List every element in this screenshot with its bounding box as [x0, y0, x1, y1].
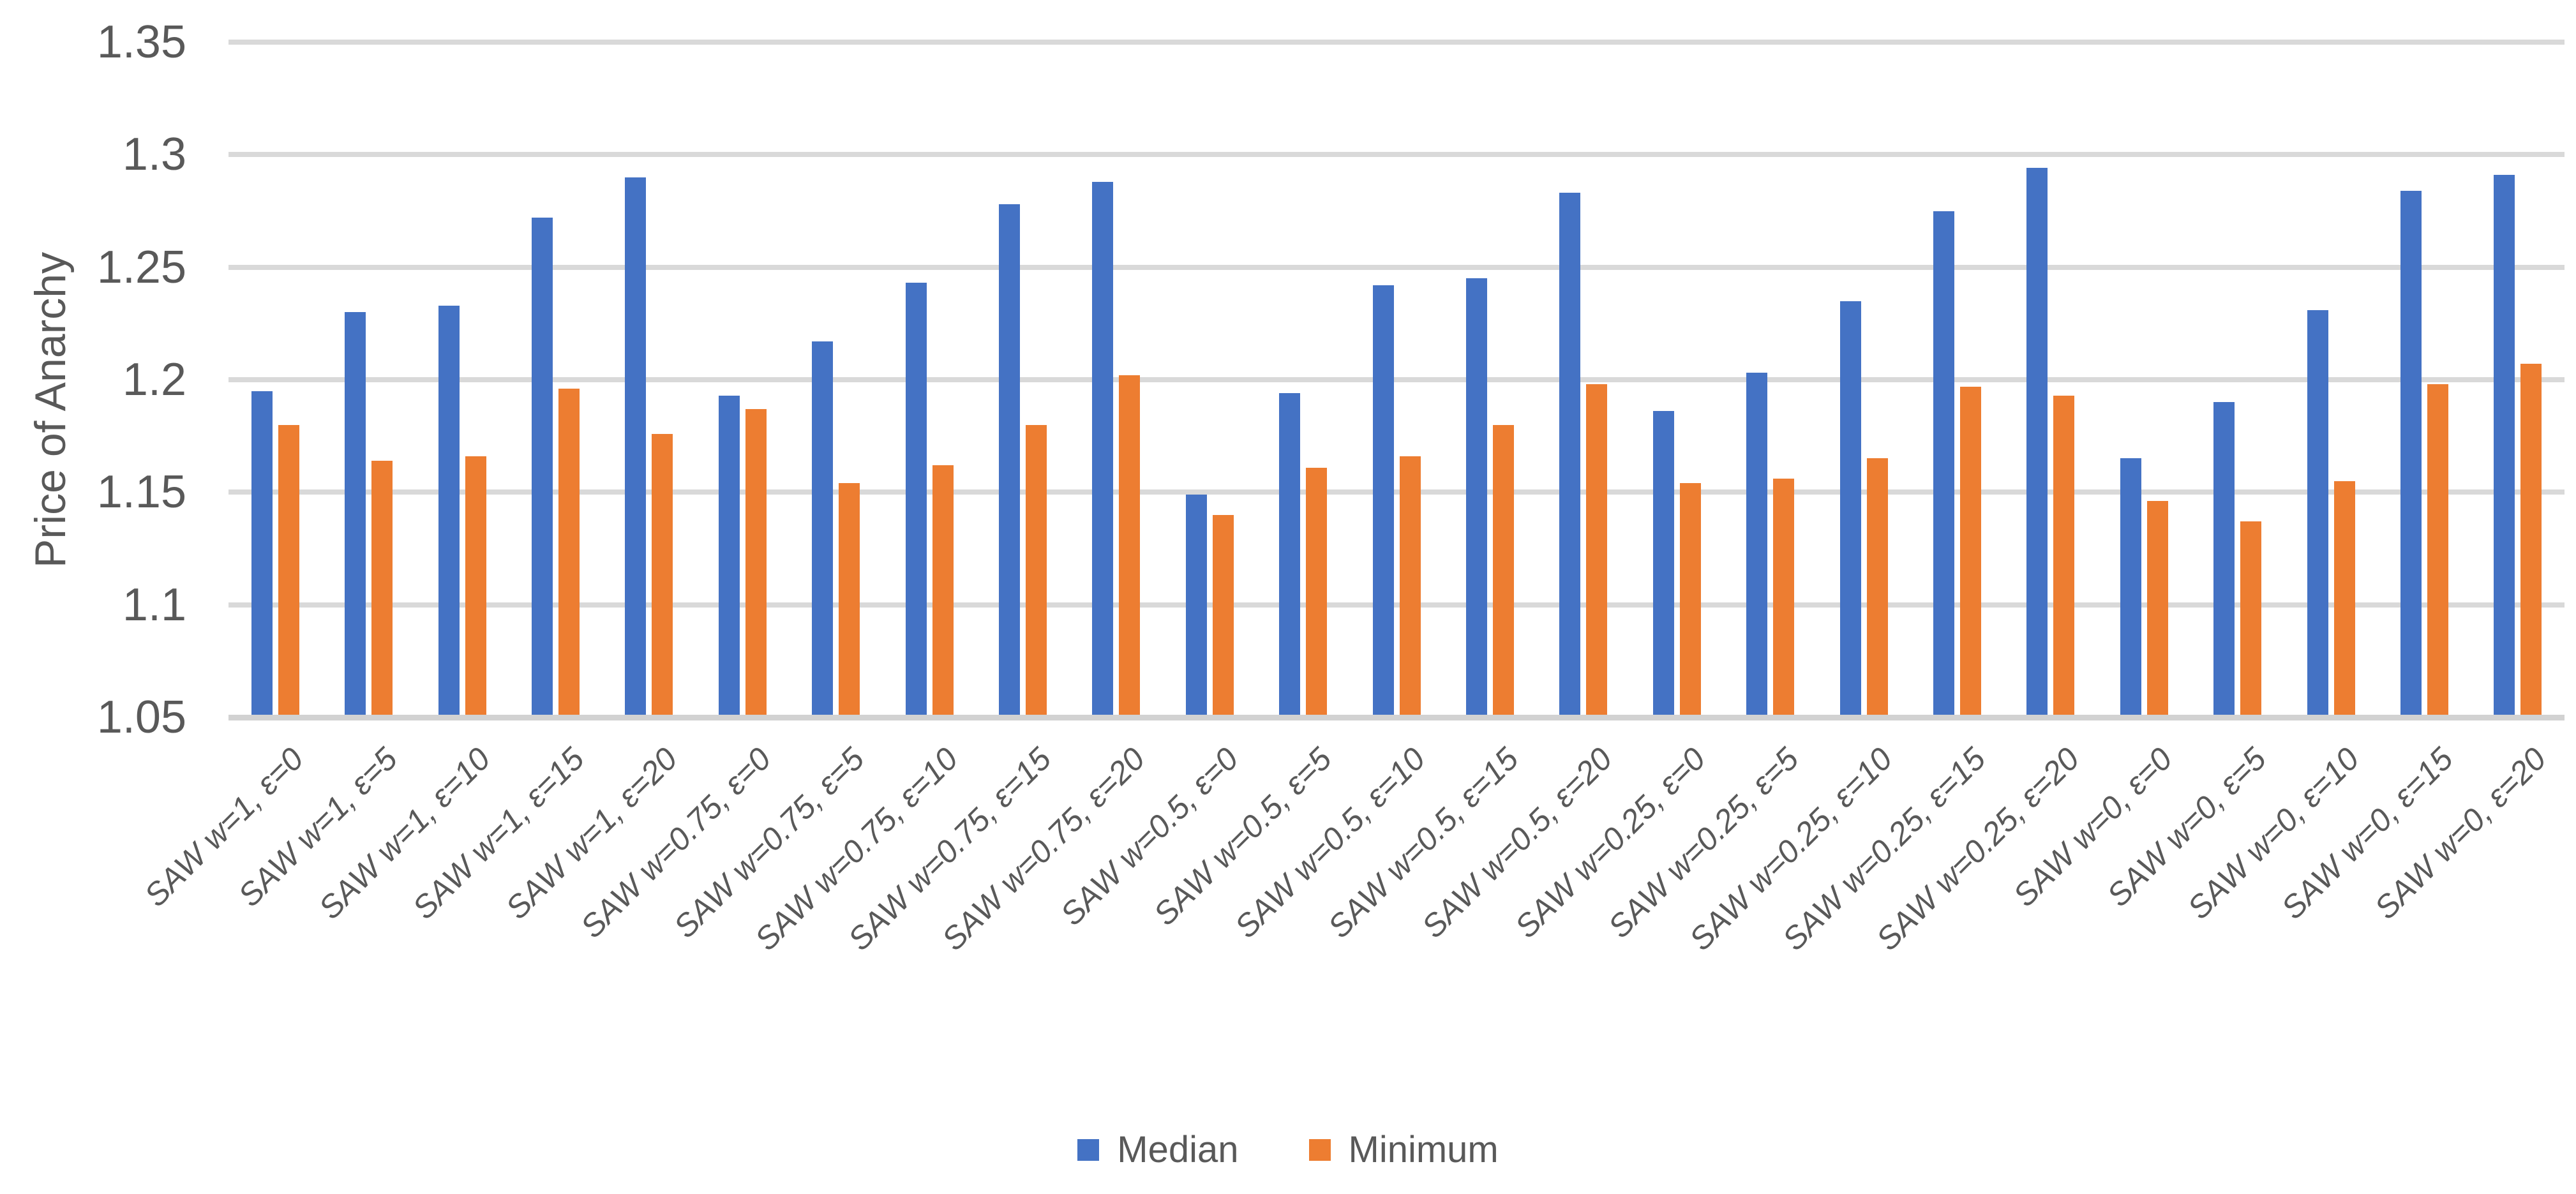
legend-item-minimum: Minimum [1308, 1128, 1499, 1171]
bar-median [2400, 190, 2422, 715]
gridline [228, 152, 2565, 158]
y-tick-label: 1.2 [122, 354, 186, 405]
bar-minimum [932, 465, 954, 715]
y-tick-label: 1.15 [96, 466, 186, 518]
gridline [228, 40, 2565, 45]
bar-median [1185, 494, 1207, 715]
bar-median [1559, 193, 1581, 715]
bar-median [1372, 285, 1394, 715]
gridline [228, 264, 2565, 270]
bar-minimum [652, 433, 673, 715]
bar-median [2120, 458, 2141, 715]
y-tick-label: 1.35 [96, 17, 186, 68]
bar-median [345, 312, 366, 715]
bar-median [905, 283, 927, 715]
x-tick-label: SAW w=0, ε=0 [2006, 740, 2180, 914]
bar-minimum [745, 408, 767, 715]
x-tick-label: SAW w=0, ε=20 [2367, 740, 2554, 927]
bar-minimum [1212, 514, 1234, 715]
x-tick-label: SAW w=0, ε=15 [2274, 740, 2460, 927]
legend-label-minimum: Minimum [1348, 1129, 1499, 1170]
bar-minimum [1399, 456, 1421, 715]
bar-median [625, 177, 647, 715]
bar-median [812, 341, 834, 715]
bar-minimum [2333, 481, 2355, 715]
bar-median [2307, 310, 2328, 715]
minimum-swatch-icon [1308, 1138, 1331, 1161]
bar-minimum [839, 483, 860, 715]
legend-item-median: Median [1077, 1128, 1239, 1171]
bar-minimum [2240, 521, 2262, 715]
y-tick-label: 1.3 [122, 129, 186, 181]
bar-median [1652, 411, 1674, 715]
bar-minimum [1306, 467, 1328, 715]
bar-median [1465, 278, 1487, 715]
gridline [228, 489, 2565, 495]
x-axis-line [228, 715, 2565, 720]
bar-minimum [558, 389, 580, 715]
bar-minimum [278, 424, 299, 715]
y-tick-label: 1.05 [96, 692, 186, 743]
bar-minimum [1492, 424, 1514, 715]
y-tick-label: 1.25 [96, 241, 186, 293]
bar-median [998, 204, 1020, 715]
bar-minimum [2053, 395, 2075, 715]
x-tick-label: SAW w=1, ε=0 [137, 740, 311, 914]
bar-median [531, 218, 553, 715]
bar-minimum [1679, 483, 1701, 715]
bar-median [1092, 181, 1114, 715]
median-swatch-icon [1077, 1138, 1100, 1161]
bar-minimum [1959, 386, 1981, 715]
gridline [228, 377, 2565, 382]
bar-median [1746, 373, 1768, 715]
bar-minimum [465, 456, 486, 715]
bar-minimum [1119, 375, 1141, 715]
legend-label-median: Median [1117, 1129, 1239, 1170]
y-tick-label: 1.1 [122, 579, 186, 631]
x-tick-label: SAW w=1, ε=20 [498, 740, 685, 927]
x-tick-label: SAW w=1, ε=15 [405, 740, 591, 927]
bar-median [1279, 393, 1301, 715]
bar-median [2494, 175, 2515, 715]
y-axis-title: Price of Anarchy [26, 251, 75, 568]
gridline [228, 602, 2565, 608]
x-tick-label: SAW w=0, ε=5 [2100, 740, 2273, 914]
bar-minimum [1025, 424, 1047, 715]
x-tick-label: SAW w=1, ε=5 [231, 740, 404, 914]
bar-minimum [2427, 384, 2448, 715]
bar-median [438, 305, 460, 715]
bar-minimum [2520, 364, 2542, 715]
bar-median [2213, 402, 2235, 715]
legend: Median Minimum [0, 1128, 2576, 1171]
bar-median [1933, 211, 1954, 715]
bar-minimum [1773, 479, 1795, 715]
bar-median [2026, 168, 2048, 715]
bar-minimum [1586, 384, 1608, 715]
x-tick-label: SAW w=0, ε=10 [2180, 740, 2367, 927]
bar-median [251, 391, 273, 715]
bar-median [1839, 301, 1861, 715]
bar-median [718, 395, 740, 715]
x-tick-label: SAW w=1, ε=10 [311, 740, 498, 927]
bar-minimum [371, 460, 393, 715]
bar-minimum [2146, 501, 2168, 715]
bar-minimum [1866, 458, 1888, 715]
